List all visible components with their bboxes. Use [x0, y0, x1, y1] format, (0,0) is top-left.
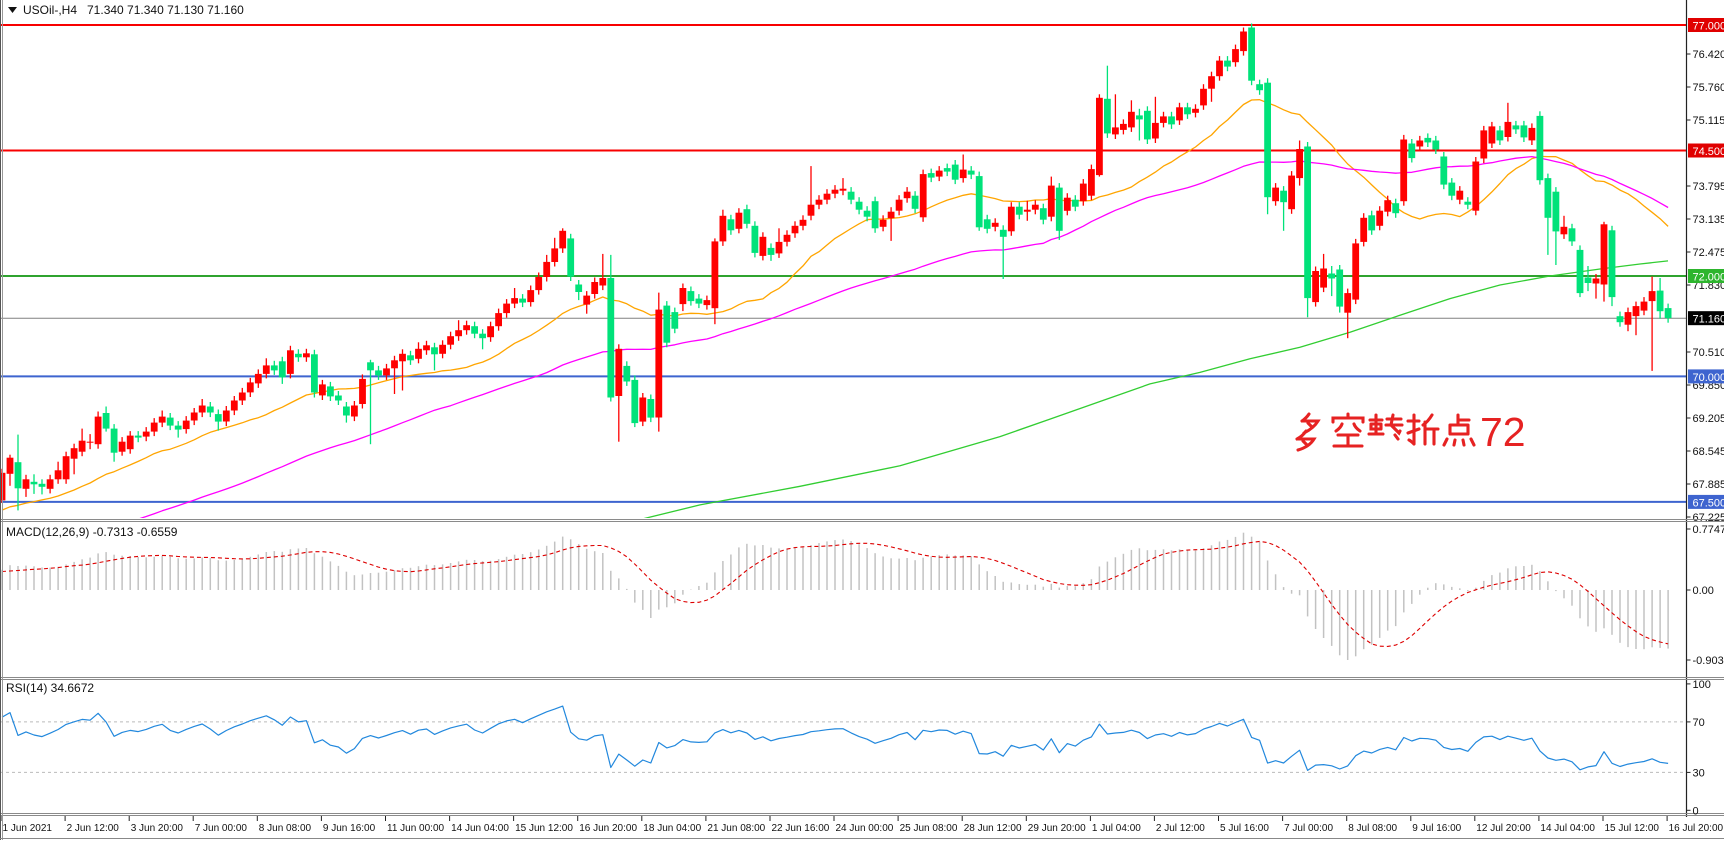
svg-text:18 Jun 04:00: 18 Jun 04:00 [643, 823, 701, 834]
svg-text:29 Jun 20:00: 29 Jun 20:00 [1028, 823, 1086, 834]
svg-text:76.420: 76.420 [1693, 49, 1724, 61]
svg-text:21 Jun 08:00: 21 Jun 08:00 [707, 823, 765, 834]
svg-text:73.795: 73.795 [1693, 181, 1724, 193]
svg-text:69.205: 69.205 [1693, 413, 1724, 425]
svg-text:RSI(14) 34.6672: RSI(14) 34.6672 [6, 681, 94, 695]
svg-text:28 Jun 12:00: 28 Jun 12:00 [964, 823, 1022, 834]
svg-text:9 Jul 16:00: 9 Jul 16:00 [1412, 823, 1461, 834]
svg-text:72.475: 72.475 [1693, 247, 1724, 259]
svg-text:2 Jun 12:00: 2 Jun 12:00 [67, 823, 120, 834]
svg-text:14 Jul 04:00: 14 Jul 04:00 [1540, 823, 1595, 834]
svg-text:15 Jun 12:00: 15 Jun 12:00 [515, 823, 573, 834]
svg-text:22 Jun 16:00: 22 Jun 16:00 [772, 823, 830, 834]
svg-text:7 Jul 00:00: 7 Jul 00:00 [1284, 823, 1333, 834]
svg-text:100: 100 [1693, 679, 1711, 691]
svg-text:1 Jul 04:00: 1 Jul 04:00 [1092, 823, 1141, 834]
svg-text:MACD(12,26,9) -0.7313 -0.6559: MACD(12,26,9) -0.7313 -0.6559 [6, 525, 178, 539]
svg-text:67.225: 67.225 [1693, 512, 1724, 524]
svg-text:67.500: 67.500 [1693, 497, 1724, 509]
svg-text:70: 70 [1693, 717, 1705, 729]
svg-text:25 Jun 08:00: 25 Jun 08:00 [900, 823, 958, 834]
svg-text:16 Jul 20:00: 16 Jul 20:00 [1669, 823, 1724, 834]
svg-text:2 Jul 12:00: 2 Jul 12:00 [1156, 823, 1205, 834]
svg-text:USOil-,H4 71.340 71.340 71.1: USOil-,H4 71.340 71.340 71.130 71.160 [23, 3, 244, 17]
svg-text:71.160: 71.160 [1693, 314, 1724, 326]
svg-text:0: 0 [1693, 805, 1699, 817]
svg-text:0.00: 0.00 [1693, 585, 1714, 597]
svg-text:30: 30 [1693, 767, 1705, 779]
svg-text:8 Jul 08:00: 8 Jul 08:00 [1348, 823, 1397, 834]
svg-text:9 Jun 16:00: 9 Jun 16:00 [323, 823, 376, 834]
svg-text:70.000: 70.000 [1693, 372, 1724, 384]
svg-text:1 Jun 2021: 1 Jun 2021 [3, 823, 53, 834]
svg-text:16 Jun 20:00: 16 Jun 20:00 [579, 823, 637, 834]
svg-text:77.000: 77.000 [1693, 21, 1724, 33]
svg-text:11 Jun 00:00: 11 Jun 00:00 [387, 823, 445, 834]
svg-text:75.115: 75.115 [1693, 115, 1724, 127]
svg-text:67.885: 67.885 [1693, 479, 1724, 491]
svg-text:68.545: 68.545 [1693, 446, 1724, 458]
svg-text:73.135: 73.135 [1693, 214, 1724, 226]
svg-text:72.000: 72.000 [1693, 272, 1724, 284]
svg-text:70.510: 70.510 [1693, 347, 1724, 359]
svg-text:7 Jun 00:00: 7 Jun 00:00 [195, 823, 248, 834]
svg-text:75.760: 75.760 [1693, 82, 1724, 94]
svg-text:12 Jul 20:00: 12 Jul 20:00 [1476, 823, 1531, 834]
svg-text:3 Jun 20:00: 3 Jun 20:00 [131, 823, 184, 834]
svg-text:15 Jul 12:00: 15 Jul 12:00 [1605, 823, 1660, 834]
svg-text:8 Jun 08:00: 8 Jun 08:00 [259, 823, 312, 834]
svg-text:-0.9034: -0.9034 [1693, 655, 1724, 667]
svg-text:74.500: 74.500 [1693, 146, 1724, 158]
svg-text:72: 72 [1480, 409, 1526, 455]
svg-text:24 Jun 00:00: 24 Jun 00:00 [836, 823, 894, 834]
svg-text:14 Jun 04:00: 14 Jun 04:00 [451, 823, 509, 834]
svg-text:0.7747: 0.7747 [1693, 524, 1724, 536]
svg-text:5 Jul 16:00: 5 Jul 16:00 [1220, 823, 1269, 834]
